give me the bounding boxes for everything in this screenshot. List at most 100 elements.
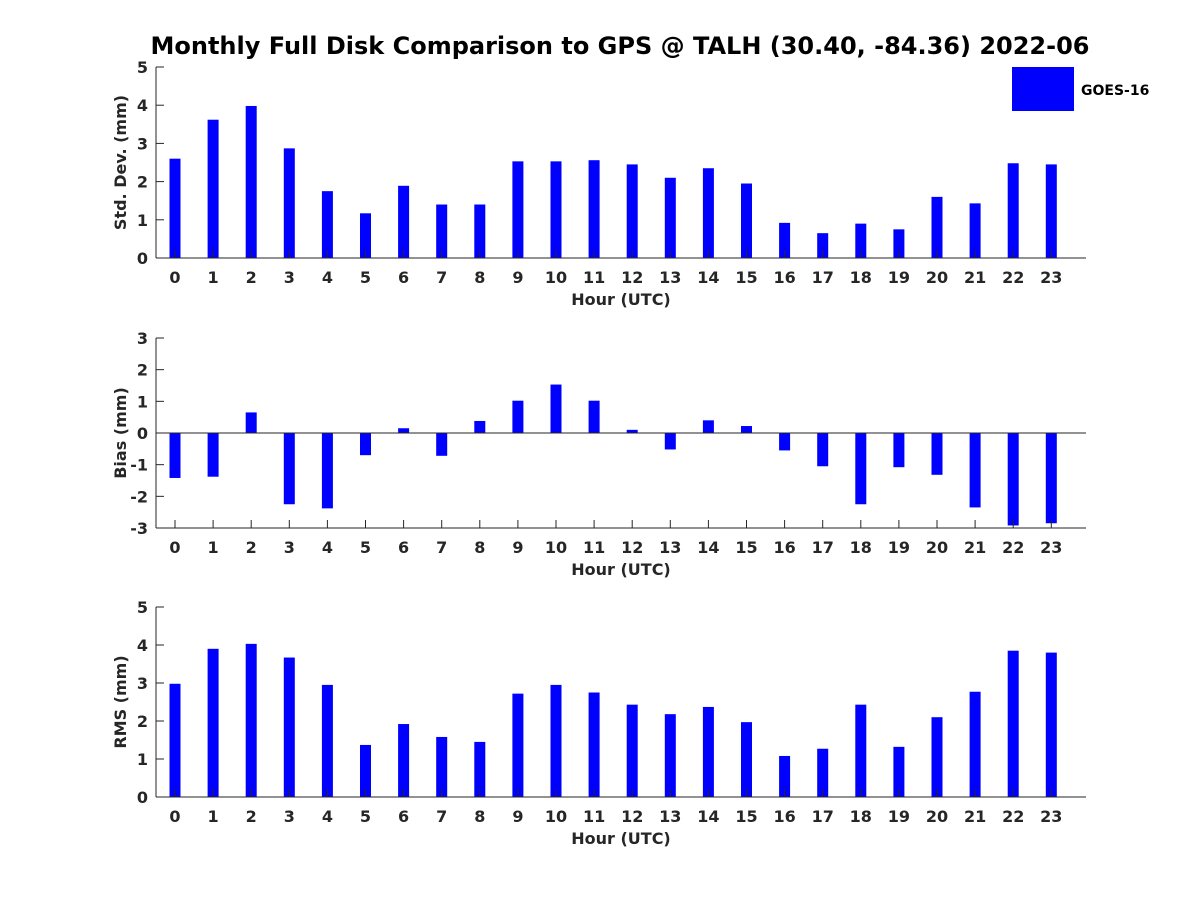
bias-bar-16	[779, 433, 791, 451]
rms-x-tick-label: 9	[512, 807, 523, 826]
std-dev-x-tick-label: 7	[436, 268, 447, 287]
bias-x-tick-label: 8	[474, 538, 485, 557]
rms-x-tick-label: 17	[812, 807, 834, 826]
bias-x-tick-label: 16	[773, 538, 795, 557]
rms-y-tick-label: 4	[137, 636, 148, 655]
rms-x-tick-label: 11	[583, 807, 605, 826]
rms-x-axis-label: Hour (UTC)	[571, 829, 671, 848]
bias-x-tick-label: 23	[1040, 538, 1062, 557]
rms-x-tick-label: 10	[545, 807, 567, 826]
rms-bar-12	[626, 704, 638, 797]
rms-bar-4	[321, 684, 333, 797]
legend-swatch-goes-16	[1012, 67, 1074, 111]
std-dev-y-tick-label: 5	[137, 58, 148, 77]
rms-x-tick-label: 8	[474, 807, 485, 826]
std-dev-bar-1	[207, 119, 219, 258]
std-dev-y-tick-label: 4	[137, 96, 148, 115]
std-dev-x-tick-label: 1	[208, 268, 219, 287]
std-dev-bar-6	[398, 185, 410, 258]
legend: GOES-16	[1012, 67, 1149, 111]
rms-y-tick-label: 5	[137, 598, 148, 617]
bias-x-tick-label: 12	[621, 538, 643, 557]
rms-bar-6	[398, 724, 410, 797]
bias-y-tick-label: -2	[130, 487, 148, 506]
std-dev-x-tick-label: 19	[888, 268, 910, 287]
bias-x-tick-label: 5	[360, 538, 371, 557]
rms-x-tick-label: 3	[284, 807, 295, 826]
bias-y-tick-label: 2	[137, 361, 148, 380]
bias-x-tick-label: 20	[926, 538, 948, 557]
bias-bar-11	[588, 400, 600, 433]
std-dev-bar-9	[512, 161, 524, 258]
bias-bar-22	[1007, 433, 1019, 526]
bias-x-tick-label: 1	[208, 538, 219, 557]
bias-x-tick-label: 17	[812, 538, 834, 557]
bias-x-axis-label: Hour (UTC)	[571, 560, 671, 579]
rms-bar-14	[702, 706, 714, 797]
bias-bar-14	[702, 420, 714, 433]
std-dev-x-tick-label: 3	[284, 268, 295, 287]
bias-bar-8	[474, 420, 486, 433]
bias-y-tick-label: 3	[137, 329, 148, 348]
std-dev-bar-5	[360, 213, 371, 258]
rms-bar-20	[931, 717, 943, 797]
rms-y-tick-label: 1	[137, 750, 148, 769]
bias-bar-2	[245, 412, 257, 433]
rms-x-tick-label: 23	[1040, 807, 1062, 826]
bias-bar-3	[283, 433, 295, 505]
std-dev-bar-4	[321, 191, 333, 258]
bias-bar-19	[893, 433, 905, 468]
std-dev-bar-10	[550, 161, 562, 258]
std-dev-bar-16	[779, 222, 791, 258]
rms-bar-15	[741, 722, 752, 797]
rms-y-axis-label: RMS (mm)	[111, 655, 130, 748]
bias-bar-17	[817, 433, 829, 467]
bias-bar-21	[969, 433, 981, 508]
rms-x-tick-label: 16	[773, 807, 795, 826]
bias-bar-5	[360, 433, 371, 456]
std-dev-x-tick-label: 22	[1002, 268, 1024, 287]
bias-x-tick-label: 7	[436, 538, 447, 557]
std-dev-x-tick-label: 14	[697, 268, 719, 287]
std-dev-x-tick-label: 16	[773, 268, 795, 287]
std-dev-x-tick-label: 23	[1040, 268, 1062, 287]
rms-x-tick-label: 6	[398, 807, 409, 826]
std-dev-x-tick-label: 15	[735, 268, 757, 287]
rms-bar-22	[1007, 650, 1019, 797]
bias-x-tick-label: 3	[284, 538, 295, 557]
std-dev-x-tick-label: 0	[169, 268, 180, 287]
rms-bar-5	[360, 744, 371, 797]
rms-bar-9	[512, 693, 524, 797]
rms-x-tick-label: 22	[1002, 807, 1024, 826]
bias-x-tick-label: 2	[246, 538, 257, 557]
bias-bar-10	[550, 384, 562, 433]
rms-x-tick-label: 14	[697, 807, 719, 826]
std-dev-x-tick-label: 5	[360, 268, 371, 287]
std-dev-x-axis-label: Hour (UTC)	[571, 290, 671, 309]
bias-x-tick-label: 21	[964, 538, 986, 557]
rms-bar-13	[664, 714, 676, 797]
std-dev-bar-11	[588, 160, 600, 258]
bias-bar-12	[626, 429, 638, 433]
std-dev-bar-7	[436, 204, 448, 258]
std-dev-bar-19	[893, 229, 905, 258]
std-dev-x-tick-label: 8	[474, 268, 485, 287]
rms-bar-21	[969, 691, 981, 797]
bias-bar-23	[1045, 433, 1057, 524]
rms-x-tick-label: 13	[659, 807, 681, 826]
rms-x-tick-label: 5	[360, 807, 371, 826]
bias-x-tick-label: 9	[512, 538, 523, 557]
std-dev-bar-2	[245, 105, 257, 259]
bias-bar-15	[741, 426, 752, 433]
rms-bar-19	[893, 746, 905, 797]
bias-x-tick-label: 22	[1002, 538, 1024, 557]
figure-title: Monthly Full Disk Comparison to GPS @ TA…	[151, 32, 1090, 60]
std-dev-bar-0	[169, 158, 181, 258]
bias-x-tick-label: 10	[545, 538, 567, 557]
bias-x-tick-label: 19	[888, 538, 910, 557]
bias-x-tick-label: 6	[398, 538, 409, 557]
rms-x-tick-label: 7	[436, 807, 447, 826]
rms-x-tick-label: 1	[208, 807, 219, 826]
rms-y-tick-label: 3	[137, 674, 148, 693]
